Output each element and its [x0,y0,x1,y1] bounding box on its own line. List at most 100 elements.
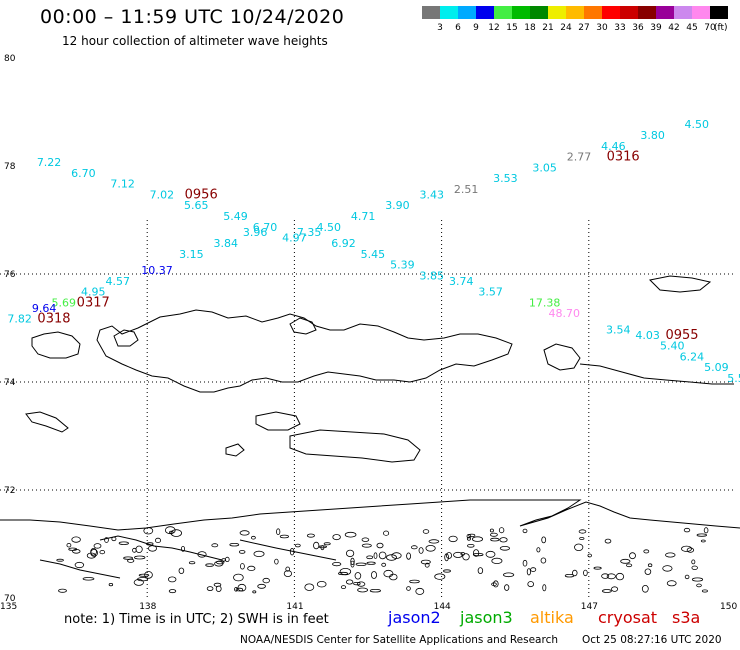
lake [472,552,484,557]
lake [489,528,494,533]
wave-height-label: 3.96 [243,226,268,239]
wave-height-label: 7.02 [150,188,175,201]
lake [625,563,633,568]
lake [578,529,587,534]
pass-time-label: 0317 [77,295,110,310]
lake [111,536,117,542]
lake [108,582,114,587]
legend-swatch [692,6,710,19]
satellite-altika: altika [530,608,574,627]
lake [229,543,240,547]
lake [316,581,327,588]
island-east-1 [543,343,581,371]
lake [72,548,81,554]
page-title: 00:00 – 11:59 UTC 10/24/2020 [40,6,345,28]
pass-time-label: 0955 [665,328,698,343]
lake [123,556,134,560]
lake [353,581,361,586]
lake [178,567,185,574]
wave-height-label: 6.24 [680,350,705,363]
wave-height-label: 4.95 [81,286,106,299]
pass-time-layer: 0956 0316 0317 0318 0955 [37,150,698,343]
legend-tick-label: 36 [632,23,644,33]
wave-height-label: 48.70 [549,307,581,320]
legend-tick-label: 21 [542,23,553,33]
lat-label: 76 [4,270,16,280]
lake [643,549,650,554]
legend-tick-label: 12 [488,23,499,33]
island-far-east [648,275,712,293]
wave-height-label: 2.51 [454,183,479,196]
footer-source: NOAA/NESDIS Center for Satellite Applica… [240,634,558,646]
lake [378,551,387,560]
lake [247,565,256,572]
legend-swatch [458,6,476,19]
wave-height-label: 5.49 [223,210,248,223]
lake [604,538,612,544]
lake [383,569,394,578]
lake [391,552,402,559]
legend-swatch [530,6,548,19]
lake [406,552,412,560]
lake [444,553,449,562]
lake [93,543,102,549]
lake [289,548,295,556]
lake [180,546,185,552]
legend-swatch [584,6,602,19]
lake [686,547,695,553]
lake [233,573,244,582]
legend-swatch [494,6,512,19]
legend-tick-label: 39 [650,23,662,33]
lake [583,569,588,577]
legend-tick-label: 27 [578,23,589,33]
lake [425,544,436,552]
wave-height-label: 5.69 [52,296,77,309]
lat-label: 70 [4,594,16,604]
lake [530,567,537,572]
islet-2 [255,411,301,431]
lake [366,561,376,565]
lake [406,586,411,591]
satellite-cryosat: cryosat [598,608,658,627]
lake [143,527,154,535]
lake [434,573,446,580]
lake [587,553,592,558]
lake [424,562,430,568]
lake [253,550,265,558]
wave-height-label: 3.80 [640,129,665,142]
wave-height-label: 4.97 [282,232,307,245]
legend-tick-label: 42 [668,23,679,33]
lake [71,536,81,543]
legend-tick-label: 70 [704,23,716,33]
units-note: note: 1) Time is in UTC; 2) SWH is in fe… [64,612,329,627]
wave-height-label: 5.40 [660,340,685,353]
lake [250,535,256,540]
lake [154,537,161,544]
lon-label: 144 [434,602,451,612]
lake [629,552,636,560]
lake [99,549,106,555]
lake [82,577,95,581]
wave-height-label: 7.35 [297,226,322,239]
lake [144,571,153,579]
lake [696,583,702,588]
legend-swatch [548,6,566,19]
river-delta-2 [239,539,337,561]
lake [492,580,499,588]
lake [665,552,676,558]
wave-height-label: 5.45 [361,248,386,261]
legend-swatch [620,6,638,19]
wave-height-label: 3.54 [606,323,631,336]
wave-height-label: 4.46 [601,140,626,153]
lake [133,555,146,560]
lake [471,536,483,542]
lake [602,589,612,593]
lake [118,541,129,545]
lake [606,573,616,580]
lake [522,559,528,567]
lake [662,565,673,572]
lake [197,551,207,558]
lake [472,549,480,557]
legend-tick-label: 33 [614,23,625,33]
footer-timestamp: Oct 25 08:27:16 UTC 2020 [582,634,722,646]
